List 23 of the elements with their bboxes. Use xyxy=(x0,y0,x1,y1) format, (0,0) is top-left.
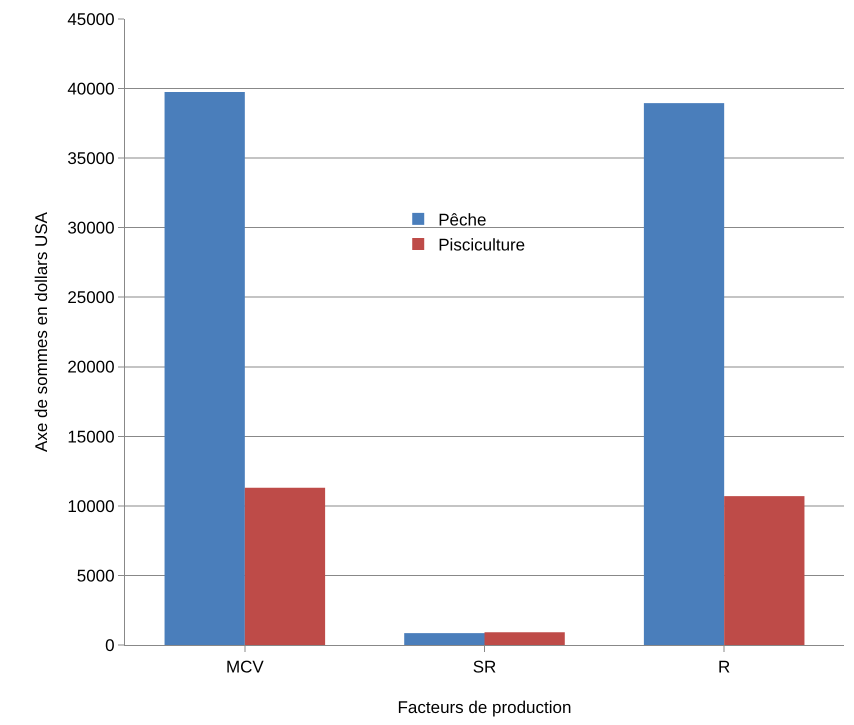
bar xyxy=(164,92,245,645)
y-tick-label: 45000 xyxy=(67,10,115,29)
y-tick-label: 35000 xyxy=(67,149,115,168)
bar xyxy=(404,633,484,645)
x-tick-label: SR xyxy=(472,657,496,676)
x-tick-label: MCV xyxy=(226,657,264,676)
y-tick-label: 10000 xyxy=(67,496,115,516)
y-tick-label: 25000 xyxy=(67,288,115,308)
bar xyxy=(724,496,804,645)
x-axis-title: Facteurs de production xyxy=(398,698,572,717)
bar xyxy=(244,488,326,645)
x-tick-label: R xyxy=(718,657,730,676)
y-axis-title: Axe de sommes en dollars USA xyxy=(32,211,51,452)
legend-label: Pisciculture xyxy=(438,236,526,255)
bar xyxy=(484,632,565,645)
y-tick-label: 40000 xyxy=(67,80,115,99)
y-tick-label: 30000 xyxy=(67,218,115,238)
y-tick-label: 0 xyxy=(105,636,115,655)
y-tick-label: 20000 xyxy=(67,358,115,377)
bar xyxy=(644,103,724,645)
y-tick-label: 5000 xyxy=(76,566,115,586)
y-tick-label: 15000 xyxy=(67,427,115,446)
legend-label: Pêche xyxy=(438,210,486,230)
